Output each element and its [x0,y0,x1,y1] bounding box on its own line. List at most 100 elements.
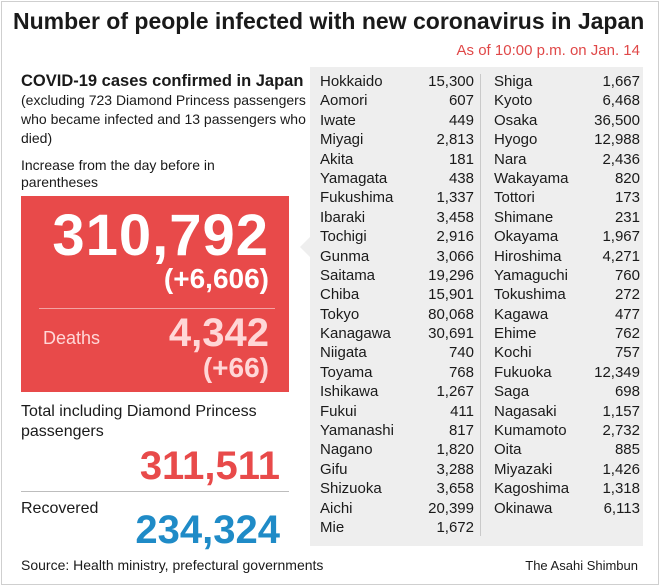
prefecture-cases: 6,468 [602,92,640,110]
prefecture-name: Gunma [320,247,370,265]
prefecture-row: Fukushima 1,337 [320,188,474,207]
prefecture-cases: 12,349 [594,363,640,381]
prefecture-row: Aichi 20,399 [320,499,474,518]
prefecture-row: Saitama 19,296 [320,266,474,285]
prefecture-row: Hokkaido 15,300 [320,72,474,91]
prefecture-name: Kochi [494,344,532,362]
prefecture-name: Kagoshima [494,480,570,498]
prefecture-row: Toyama 768 [320,363,474,382]
as-of-timestamp: As of 10:00 p.m. on Jan. 14 [456,42,640,59]
pointer-arrow [300,237,310,257]
prefecture-cases: 15,300 [428,73,474,90]
confirmed-cases-box: 310,792 (+6,606) Deaths 4,342 (+66) [21,196,289,392]
prefecture-cases: 1,820 [436,441,474,459]
prefecture-row: Aomori 607 [320,91,474,110]
prefecture-row: Yamaguchi 760 [494,266,640,285]
prefecture-row: Chiba 15,901 [320,285,474,304]
prefecture-panel [310,67,643,546]
prefecture-row: Nagasaki 1,157 [494,402,640,421]
prefecture-row: Fukui 411 [320,402,474,421]
prefecture-name: Fukui [320,402,357,420]
prefecture-name: Miyagi [320,131,364,149]
prefecture-cases: 15,901 [428,286,474,304]
prefecture-name: Shiga [494,73,533,90]
prefecture-cases: 1,426 [602,460,640,478]
prefecture-name: Okayama [494,228,559,246]
prefecture-name: Wakayama [494,169,569,187]
prefecture-cases: 698 [614,383,640,401]
prefecture-name: Tokushima [494,286,566,304]
prefecture-cases: 20,399 [428,499,474,517]
prefecture-row: Osaka 36,500 [494,111,640,130]
confirmed-cases-delta: (+6,606) [163,263,269,294]
prefecture-row: Tokyo 80,068 [320,305,474,324]
prefecture-cases: 30,691 [428,325,474,343]
increase-note: Increase from the day before in parenthe… [21,157,215,190]
prefecture-name: Ibaraki [320,208,366,226]
prefecture-name: Saga [494,383,530,401]
recovered-value: 234,324 [135,508,280,552]
prefecture-row: Saga 698 [494,382,640,401]
prefecture-cases: 1,318 [602,480,640,498]
prefecture-cases: 1,337 [436,189,474,207]
prefecture-cases: 6,113 [603,499,640,517]
prefecture-cases: 4,271 [602,247,640,265]
prefecture-row: Gifu 3,288 [320,460,474,479]
column-divider [480,74,481,536]
box-divider [39,308,275,309]
prefecture-cases: 438 [448,169,474,187]
total-label: Total including Diamond Princess passeng… [21,403,257,440]
prefecture-cases: 2,732 [602,422,640,440]
prefecture-name: Tottori [494,189,535,207]
prefecture-row: Tochigi 2,916 [320,227,474,246]
prefecture-row: Kyoto 6,468 [494,91,640,110]
prefecture-name: Aomori [320,92,368,110]
prefecture-cases: 231 [614,208,640,226]
prefecture-row: Shimane 231 [494,208,640,227]
prefecture-cases: 411 [450,402,474,420]
deaths-value: 4,342 [168,311,269,355]
prefecture-name: Kanagawa [320,325,391,343]
prefecture-row: Akita 181 [320,150,474,169]
prefecture-name: Kumamoto [494,422,567,440]
prefecture-row: Miyagi 2,813 [320,130,474,149]
prefecture-name: Tochigi [320,228,367,246]
prefecture-name: Miyazaki [494,460,553,478]
prefecture-name: Oita [494,441,522,459]
prefecture-name: Yamaguchi [494,266,568,284]
prefecture-row: Wakayama 820 [494,169,640,188]
prefecture-cases: 12,988 [594,131,640,149]
prefecture-row: Okinawa 6,113 [494,499,640,518]
prefecture-cases: 1,967 [602,228,640,246]
prefecture-name: Shizuoka [320,480,382,498]
prefecture-name: Gifu [320,460,348,478]
prefecture-row: Yamanashi 817 [320,421,474,440]
prefecture-cases: 885 [614,441,640,459]
prefecture-name: Saitama [320,266,376,284]
prefecture-list-left: Hokkaido 15,300 Aomori 607 Iwate 449 Miyagi 2,8… [320,72,474,537]
prefecture-name: Hiroshima [494,247,562,265]
prefecture-cases: 760 [614,266,640,284]
prefecture-cases: 36,500 [594,111,640,129]
prefecture-cases: 3,288 [436,460,474,478]
prefecture-cases: 3,658 [436,480,474,498]
prefecture-cases: 477 [614,305,640,323]
prefecture-row: Hyogo 12,988 [494,130,640,149]
prefecture-name: Hyogo [494,131,538,149]
prefecture-cases: 2,916 [436,228,474,246]
prefecture-row: Nara 2,436 [494,150,640,169]
prefecture-row: Iwate 449 [320,111,474,130]
prefecture-name: Nagano [320,441,373,459]
prefecture-row: Shizuoka 3,658 [320,479,474,498]
prefecture-cases: 173 [614,189,640,207]
recovered-label: Recovered [21,500,99,517]
prefecture-cases: 2,813 [436,131,474,149]
prefecture-name: Osaka [494,111,538,129]
prefecture-cases: 449 [448,111,474,129]
prefecture-cases: 1,667 [602,73,640,90]
prefecture-cases: 1,267 [436,383,474,401]
prefecture-name: Akita [320,150,354,168]
prefecture-list-right: Shiga 1,667 Kyoto 6,468 Osaka 36,500 Hyogo 12,9… [494,72,640,518]
credit: The Asahi Shimbun [525,558,638,573]
